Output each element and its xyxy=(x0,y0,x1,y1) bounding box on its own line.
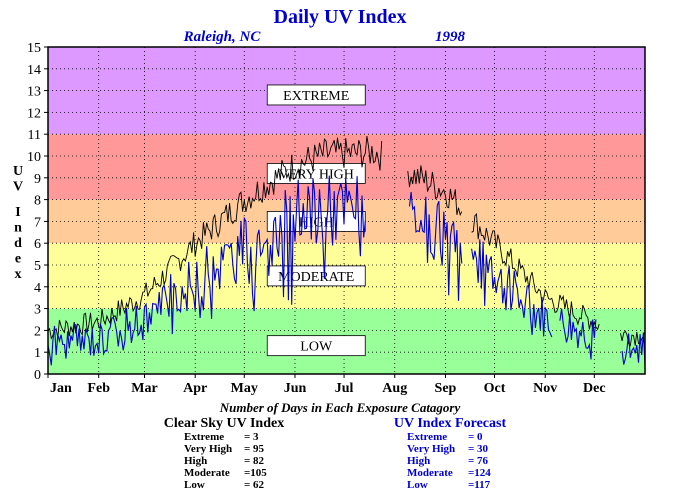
x-tick-label: Jan xyxy=(50,381,72,396)
data-series xyxy=(47,136,646,366)
y-tick-label: 6 xyxy=(34,237,41,252)
x-tick-label: May xyxy=(231,381,258,396)
x-tick-label: Apr xyxy=(183,381,207,396)
chart-title: Daily UV Index xyxy=(274,6,407,28)
summary-row-label: Low xyxy=(184,479,205,491)
x-tick-label: Sep xyxy=(435,381,457,396)
chart-subtitle-year: 1998 xyxy=(435,29,466,45)
series-forecast-line xyxy=(47,175,366,366)
y-tick-label: 12 xyxy=(27,106,41,121)
summary-row-label: High xyxy=(407,455,430,467)
band-label-box xyxy=(266,163,366,184)
summary-row-value: = 62 xyxy=(244,479,265,491)
y-tick-label: 0 xyxy=(34,368,41,383)
x-tick-label: Oct xyxy=(484,381,506,396)
band-label-box xyxy=(266,84,366,106)
summary-row-value: =124 xyxy=(468,467,491,479)
summary-row-value: = 95 xyxy=(244,443,265,455)
y-tick-label: 7 xyxy=(34,215,41,230)
y-label-char: U xyxy=(13,164,23,179)
series-clear-sky-line xyxy=(47,136,383,340)
x-axis: Jan Feb Mar Apr May Jun Jul Aug Sep Oct Nov Dec xyxy=(47,374,606,396)
y-label-char: V xyxy=(13,180,23,195)
y-label-char: I xyxy=(15,205,20,220)
y-tick-label: 8 xyxy=(34,194,41,209)
y-tick-label: 3 xyxy=(34,303,41,318)
summary-row-value: = 82 xyxy=(244,455,265,467)
y-label-char: x xyxy=(15,267,22,282)
summary-row-label: Very High xyxy=(407,443,455,455)
series-clear-sky-line xyxy=(407,165,463,217)
y-tick-label: 2 xyxy=(34,324,41,339)
x-tick-label: Aug xyxy=(382,381,407,396)
summary-row-label: Moderate xyxy=(184,467,230,479)
summary-row-label: Very High xyxy=(184,443,232,455)
summary-row-label: Low xyxy=(407,479,428,491)
x-tick-label: Jun xyxy=(284,381,307,396)
band-label-low: LOW xyxy=(300,340,333,355)
y-label-char: n xyxy=(14,221,22,236)
summary-title-clear-sky: Clear Sky UV Index xyxy=(164,416,284,431)
summary-row-value: =117 xyxy=(468,479,491,491)
grid-lines xyxy=(48,47,645,374)
band-label-extreme: EXTREME xyxy=(283,89,349,104)
x-tick-label: Mar xyxy=(131,381,157,396)
summary-title-forecast: UV Index Forecast xyxy=(394,416,507,431)
y-tick-label: 9 xyxy=(34,172,41,187)
band-label-high: HIGH xyxy=(299,215,334,230)
summary-row-label: High xyxy=(184,455,207,467)
y-tick-label: 5 xyxy=(34,259,41,274)
y-tick-label: 15 xyxy=(27,41,41,56)
summary-title: Number of Days in Each Exposure Catagory xyxy=(219,400,461,415)
y-label-char: d xyxy=(14,236,22,251)
series-forecast-line xyxy=(559,308,597,360)
x-tick-label: Feb xyxy=(87,381,110,396)
plot-frame xyxy=(47,46,646,375)
y-tick-label: 11 xyxy=(28,128,41,143)
y-tick-label: 1 xyxy=(34,346,41,361)
series-forecast-line xyxy=(621,332,646,366)
series-forecast-line xyxy=(471,239,553,338)
band-label-moderate: MODERATE xyxy=(278,270,354,285)
band-label-box xyxy=(266,335,366,357)
y-tick-label: 10 xyxy=(27,150,41,165)
series-clear-sky-line xyxy=(471,212,600,331)
summary-row-label: Moderate xyxy=(407,467,453,479)
y-tick-label: 13 xyxy=(27,85,41,100)
summary-row-value: = 76 xyxy=(468,455,489,467)
summary-row-value: = 0 xyxy=(468,431,483,443)
y-tick-label: 4 xyxy=(34,281,41,296)
y-tick-label: 14 xyxy=(27,63,41,78)
summary-row-label: Extreme xyxy=(407,431,447,443)
summary-row-label: Extreme xyxy=(184,431,224,443)
x-tick-label: Dec xyxy=(583,381,606,396)
x-tick-label: Nov xyxy=(533,381,557,396)
x-tick-label: Jul xyxy=(335,381,354,396)
summary-row-value: =105 xyxy=(244,467,267,479)
summary-row-value: = 3 xyxy=(244,431,259,443)
y-label-char: e xyxy=(15,252,21,267)
series-forecast-line xyxy=(408,192,463,301)
summary-row-value: = 30 xyxy=(468,443,489,455)
chart-subtitle-location: Raleigh, NC xyxy=(183,29,262,45)
